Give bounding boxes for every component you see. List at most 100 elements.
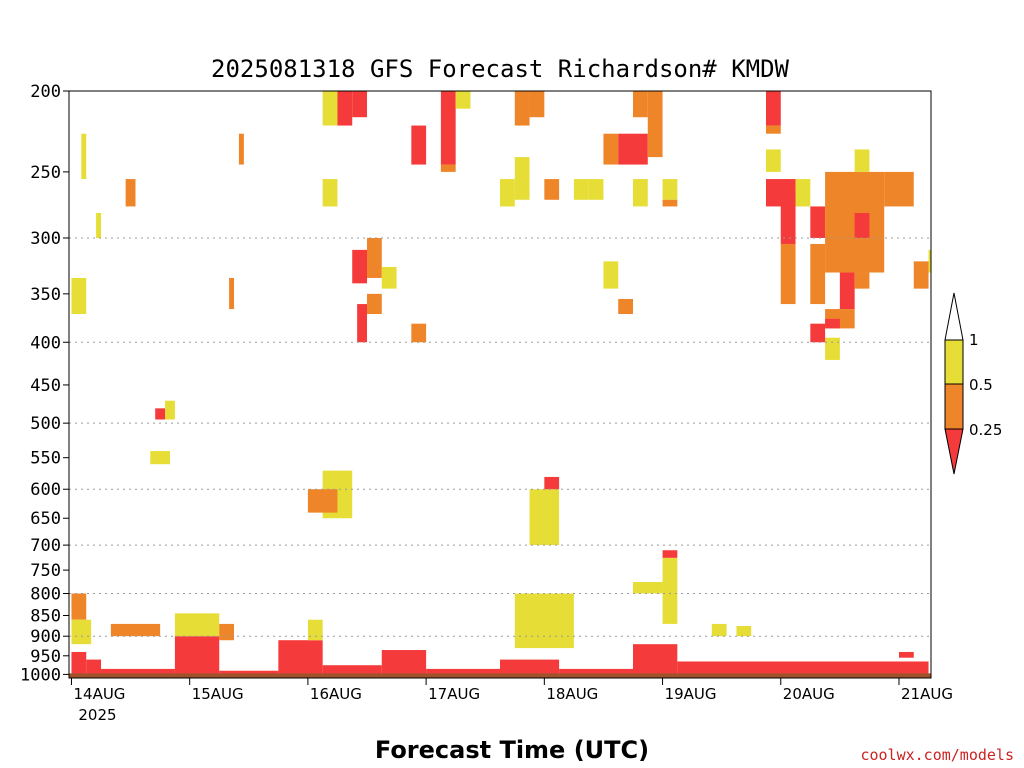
heatmap-cell-55	[573, 179, 589, 200]
heatmap-cell-50	[500, 179, 515, 207]
colorbar: 1 0.5 0.25	[944, 292, 1002, 475]
heatmap-cell-2	[86, 659, 102, 675]
colorbar-label-0.25: 0.25	[969, 421, 1002, 439]
x-tick-label-19AUG: 19AUG	[665, 685, 717, 703]
heatmap-cell-56	[603, 133, 619, 165]
heatmap-cell-15	[71, 619, 92, 645]
heatmap-cell-13	[677, 661, 929, 675]
heatmap-cell-65	[765, 149, 781, 172]
y-tick-label-450: 450	[30, 376, 61, 396]
heatmap-cell-3	[101, 668, 175, 675]
chart-title: 2025081318 GFS Forecast Richardson# KMDW	[211, 55, 790, 83]
heatmap-cell-46	[411, 125, 427, 165]
heatmap-cell-34	[155, 408, 166, 420]
heatmap-cell-38	[322, 91, 338, 126]
heatmap-cell-62	[662, 199, 678, 207]
heatmap-cell-12	[632, 644, 678, 675]
x-tick-label-17AUG: 17AUG	[428, 685, 480, 703]
ground-band	[69, 673, 931, 678]
heatmap-cell-33	[165, 400, 175, 420]
credit-link[interactable]: coolwx.com/models	[860, 746, 1014, 764]
y-tick-label-250: 250	[30, 163, 61, 183]
heatmap-cell-81	[780, 243, 796, 305]
heatmap-cell-64	[765, 125, 781, 134]
heatmap-cell-29	[71, 277, 87, 314]
heatmap-cell-8	[381, 650, 427, 675]
heatmap-cell-71	[854, 149, 870, 172]
heatmap-cell-6	[278, 640, 323, 675]
heatmap-cell-16	[110, 623, 161, 637]
heatmap-cell-52	[529, 91, 545, 118]
heatmap-cell-14	[71, 593, 87, 620]
colorbar-high	[944, 339, 964, 385]
colorbar-label-1: 1	[969, 331, 979, 349]
y-tick-label-900: 900	[30, 627, 61, 647]
heatmap-cell-43	[367, 237, 382, 278]
heatmap-cell-47	[440, 91, 456, 165]
heatmap-cell-87	[603, 261, 619, 289]
heatmap-cell-80	[928, 249, 931, 273]
heatmap-cell-57	[618, 133, 648, 165]
heatmap-cell-42	[352, 249, 368, 284]
y-tick-label-600: 600	[30, 480, 61, 500]
heatmap-cell-25	[529, 489, 560, 546]
heatmap-cell-61	[632, 179, 648, 207]
heatmap-cell-59	[632, 91, 648, 118]
x-tick-year-label: 2025	[78, 706, 116, 724]
heatmap-cell-18	[219, 623, 235, 641]
heatmap-cell-78	[825, 337, 840, 360]
x-axis: 14AUG 2025 15AUG 16AUG 17AUG 18AUG 19AUG 20AUG 2…	[70, 678, 953, 724]
heatmap-cell-73	[839, 272, 855, 310]
heatmap-cell-68	[810, 206, 826, 238]
heatmap-cell-11	[559, 668, 633, 675]
heatmap-cell-45	[367, 293, 382, 314]
y-tick-label-300: 300	[30, 229, 61, 249]
heatmap-cell-10	[500, 659, 560, 675]
heatmap-cell-22	[662, 557, 678, 624]
x-tick-label-15AUG: 15AUG	[192, 685, 244, 703]
heatmap-cell-74	[854, 272, 870, 289]
y-tick-label-400: 400	[30, 333, 61, 353]
heatmap-cell-69	[810, 243, 826, 305]
heatmap-cell-86	[618, 298, 633, 314]
heatmap-cell-17	[174, 613, 220, 637]
x-tick-label-16AUG: 16AUG	[310, 685, 362, 703]
plot-area	[68, 90, 932, 679]
x-tick-label-14AUG: 14AUG	[73, 685, 125, 703]
heatmap-cell-32	[125, 179, 136, 207]
y-tick-label-200: 200	[30, 82, 61, 102]
heatmap-cell-21	[632, 581, 663, 594]
heatmap-cell-51	[514, 91, 530, 126]
x-axis-label: Forecast Time (UTC)	[375, 736, 649, 764]
heatmap-cell-82	[810, 323, 826, 343]
heatmap-cell-58	[588, 179, 604, 200]
heatmap-cell-39	[337, 91, 353, 126]
heatmap-cell-24	[711, 623, 727, 637]
heatmap-cell-60	[662, 179, 678, 200]
y-axis: 200 250 300 350 400 450 500 550 600 650 700 750 8008…	[20, 82, 69, 685]
heatmap-cell-30	[81, 133, 87, 180]
heatmap-cell-77	[825, 318, 840, 329]
x-tick-label-18AUG: 18AUG	[546, 685, 598, 703]
heatmap-cell-48	[440, 164, 456, 172]
plot-background	[69, 91, 931, 678]
heatmap-cell-20	[514, 593, 574, 649]
heatmap-cell-23	[662, 550, 678, 558]
heatmap-cells	[69, 91, 931, 678]
heatmap-cell-1	[71, 651, 87, 675]
y-tick-label-750: 750	[30, 561, 61, 581]
heatmap-cell-7	[322, 665, 382, 675]
heatmap-cell-84	[736, 625, 752, 637]
y-tick-label-650: 650	[30, 509, 61, 529]
heatmap-cell-19	[307, 619, 323, 641]
heatmap-cell-9	[426, 668, 500, 675]
heatmap-cell-88	[647, 91, 663, 158]
y-tick-label-500: 500	[30, 414, 61, 434]
heatmap-cell-89	[411, 323, 427, 343]
colorbar-label-0.5: 0.5	[969, 376, 993, 394]
heatmap-cell-36	[238, 133, 244, 165]
heatmap-cell-40	[352, 91, 368, 118]
y-tick-label-1000: 1000	[20, 665, 61, 685]
heatmap-cell-49	[455, 91, 471, 109]
